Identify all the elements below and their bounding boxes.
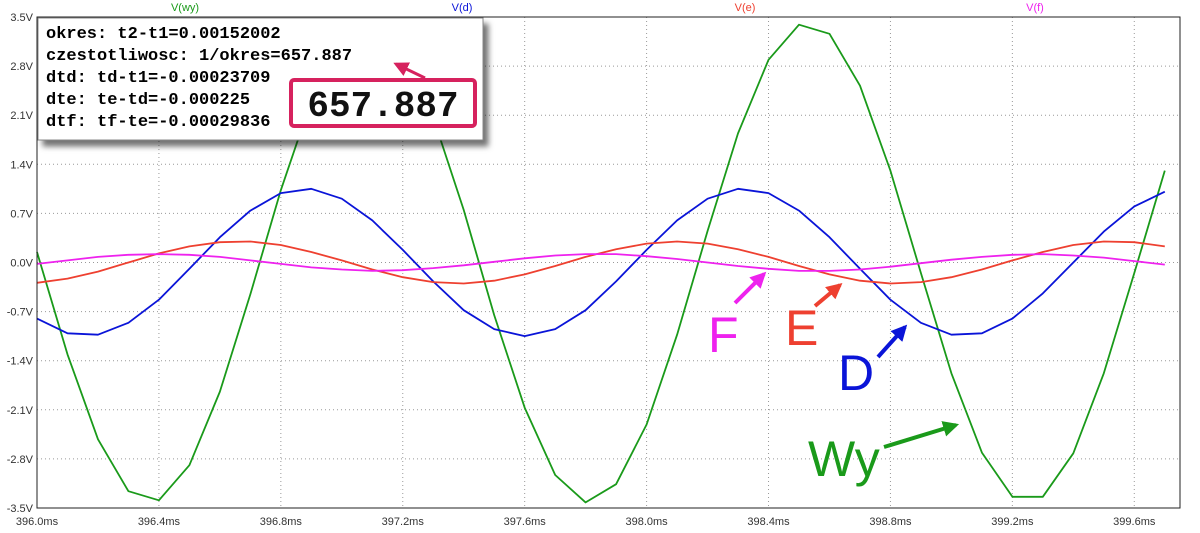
series-line xyxy=(36,187,1166,337)
x-tick-label: 398.0ms xyxy=(625,516,668,528)
arrow-e xyxy=(813,282,843,308)
plot-frame xyxy=(36,16,1181,509)
measurement-line: dte: te-td=-0.000225 xyxy=(46,91,250,110)
y-tick-label: 0.0V xyxy=(10,258,33,270)
zoom-callout-box xyxy=(289,78,477,128)
y-tick-label: 0.7V xyxy=(10,208,33,220)
y-tick-label: -2.1V xyxy=(7,405,34,417)
arrow-f xyxy=(733,271,767,305)
callout-arrow xyxy=(393,62,426,80)
arrow-wy xyxy=(883,421,960,449)
x-tick-label: 398.4ms xyxy=(747,516,790,528)
y-tick-label: 2.1V xyxy=(10,110,33,122)
y-tick-label: -1.4V xyxy=(7,356,34,368)
x-tick-label: 397.2ms xyxy=(382,516,425,528)
legend-entry: V(wy) xyxy=(171,2,199,14)
x-tick-label: 396.4ms xyxy=(138,516,181,528)
x-tick-label: 399.2ms xyxy=(991,516,1034,528)
y-tick-label: 3.5V xyxy=(10,12,33,24)
legend-entry: V(f) xyxy=(1026,2,1044,14)
legend-entry: V(e) xyxy=(735,2,756,14)
x-tick-label: 399.6ms xyxy=(1113,516,1156,528)
measurement-line: okres: t2-t1=0.00152002 xyxy=(46,25,281,44)
x-tick-label: 398.8ms xyxy=(869,516,912,528)
label-e: E xyxy=(785,300,818,356)
measurement-line: dtf: tf-te=-0.00029836 xyxy=(46,113,270,132)
y-tick-label: -3.5V xyxy=(7,503,34,515)
label-d: D xyxy=(838,345,874,401)
measurement-line: czestotliwosc: 1/okres=657.887 xyxy=(46,47,352,66)
y-tick-label: 1.4V xyxy=(10,159,33,171)
measurement-box: okres: t2-t1=0.00152002 czestotliwosc: 1… xyxy=(37,17,484,141)
series-line xyxy=(36,21,1166,504)
legend-entry: V(d) xyxy=(452,2,473,14)
x-tick-label: 396.0ms xyxy=(16,516,59,528)
y-tick-label: -0.7V xyxy=(7,307,34,319)
arrow-d xyxy=(876,324,908,359)
x-tick-label: 396.8ms xyxy=(260,516,303,528)
legend: V(wy) V(d) V(e) V(f) xyxy=(171,2,1044,14)
measurement-line: dtd: td-t1=-0.00023709 xyxy=(46,69,270,88)
y-tick-label: -2.8V xyxy=(7,454,34,466)
plot-lines xyxy=(36,21,1166,504)
signal-labels: F E D Wy xyxy=(708,271,960,487)
series-line xyxy=(36,253,1165,272)
label-f: F xyxy=(708,307,739,363)
series-line xyxy=(36,240,1165,285)
label-wy: Wy xyxy=(808,431,880,487)
zoom-callout-text: 657.887 xyxy=(307,86,458,127)
y-tick-label: 2.8V xyxy=(10,61,33,73)
x-tick-label: 397.6ms xyxy=(504,516,547,528)
